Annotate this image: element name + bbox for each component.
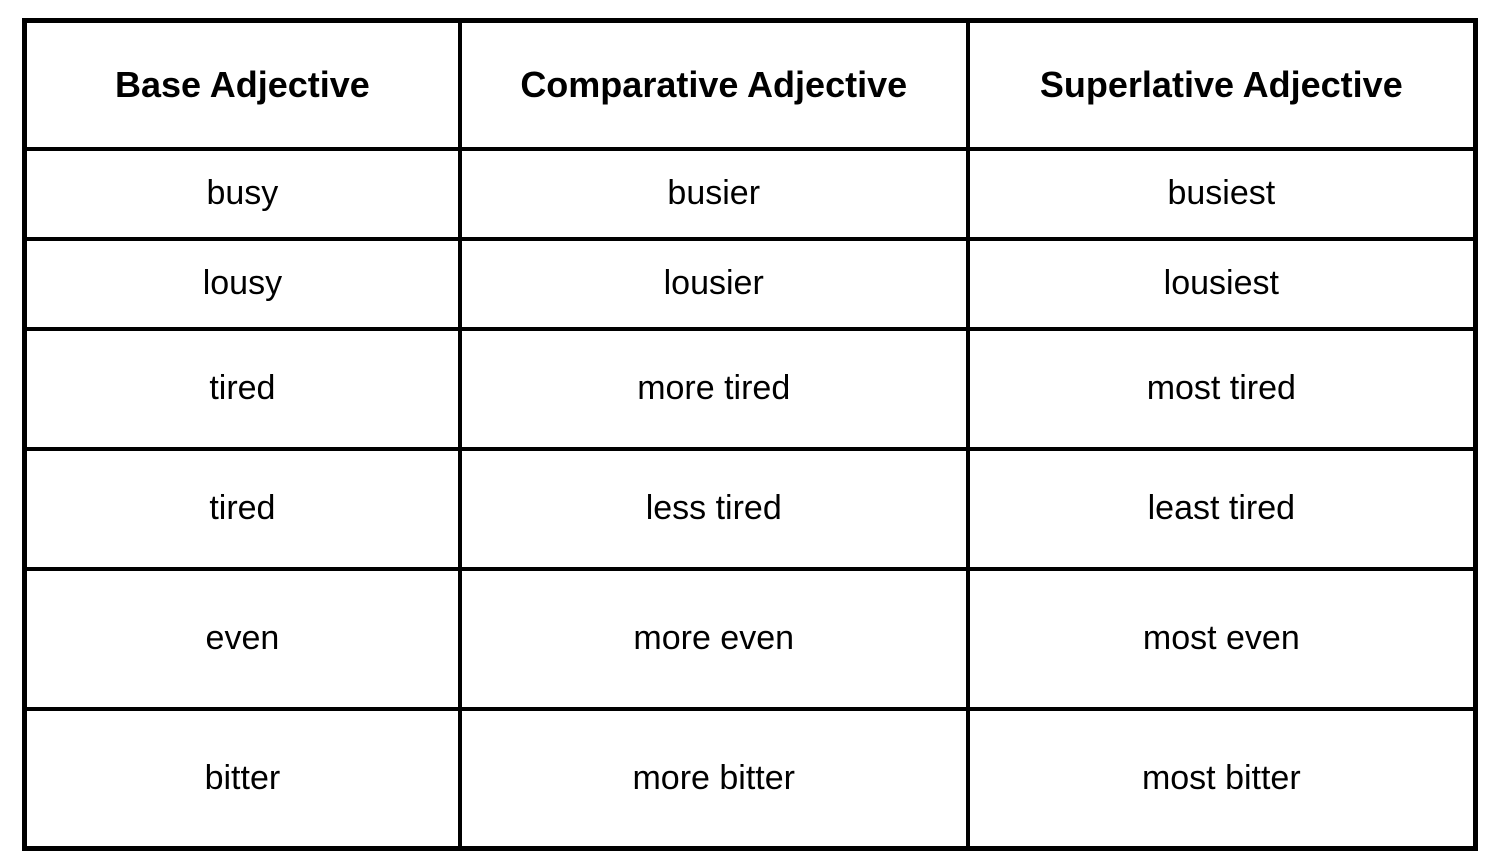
- table-row: busy busier busiest: [25, 149, 1476, 239]
- cell-base: even: [25, 569, 460, 709]
- table-header: Base Adjective Comparative Adjective Sup…: [25, 21, 1476, 149]
- cell-base: tired: [25, 449, 460, 569]
- cell-superlative: lousiest: [968, 239, 1476, 329]
- cell-comparative: less tired: [460, 449, 968, 569]
- cell-base: bitter: [25, 709, 460, 849]
- cell-superlative: most bitter: [968, 709, 1476, 849]
- cell-base: lousy: [25, 239, 460, 329]
- table-body: busy busier busiest lousy lousier lousie…: [25, 149, 1476, 849]
- header-row: Base Adjective Comparative Adjective Sup…: [25, 21, 1476, 149]
- cell-comparative: busier: [460, 149, 968, 239]
- table-row: bitter more bitter most bitter: [25, 709, 1476, 849]
- cell-comparative: more bitter: [460, 709, 968, 849]
- table-row: lousy lousier lousiest: [25, 239, 1476, 329]
- cell-superlative: most tired: [968, 329, 1476, 449]
- cell-base: tired: [25, 329, 460, 449]
- col-header-comparative: Comparative Adjective: [460, 21, 968, 149]
- adjectives-table: Base Adjective Comparative Adjective Sup…: [22, 18, 1478, 851]
- cell-comparative: more tired: [460, 329, 968, 449]
- col-header-superlative: Superlative Adjective: [968, 21, 1476, 149]
- table-row: tired more tired most tired: [25, 329, 1476, 449]
- cell-superlative: busiest: [968, 149, 1476, 239]
- table-row: tired less tired least tired: [25, 449, 1476, 569]
- cell-comparative: more even: [460, 569, 968, 709]
- col-header-base: Base Adjective: [25, 21, 460, 149]
- cell-base: busy: [25, 149, 460, 239]
- adjectives-table-container: Base Adjective Comparative Adjective Sup…: [22, 18, 1478, 851]
- cell-superlative: most even: [968, 569, 1476, 709]
- cell-superlative: least tired: [968, 449, 1476, 569]
- cell-comparative: lousier: [460, 239, 968, 329]
- table-row: even more even most even: [25, 569, 1476, 709]
